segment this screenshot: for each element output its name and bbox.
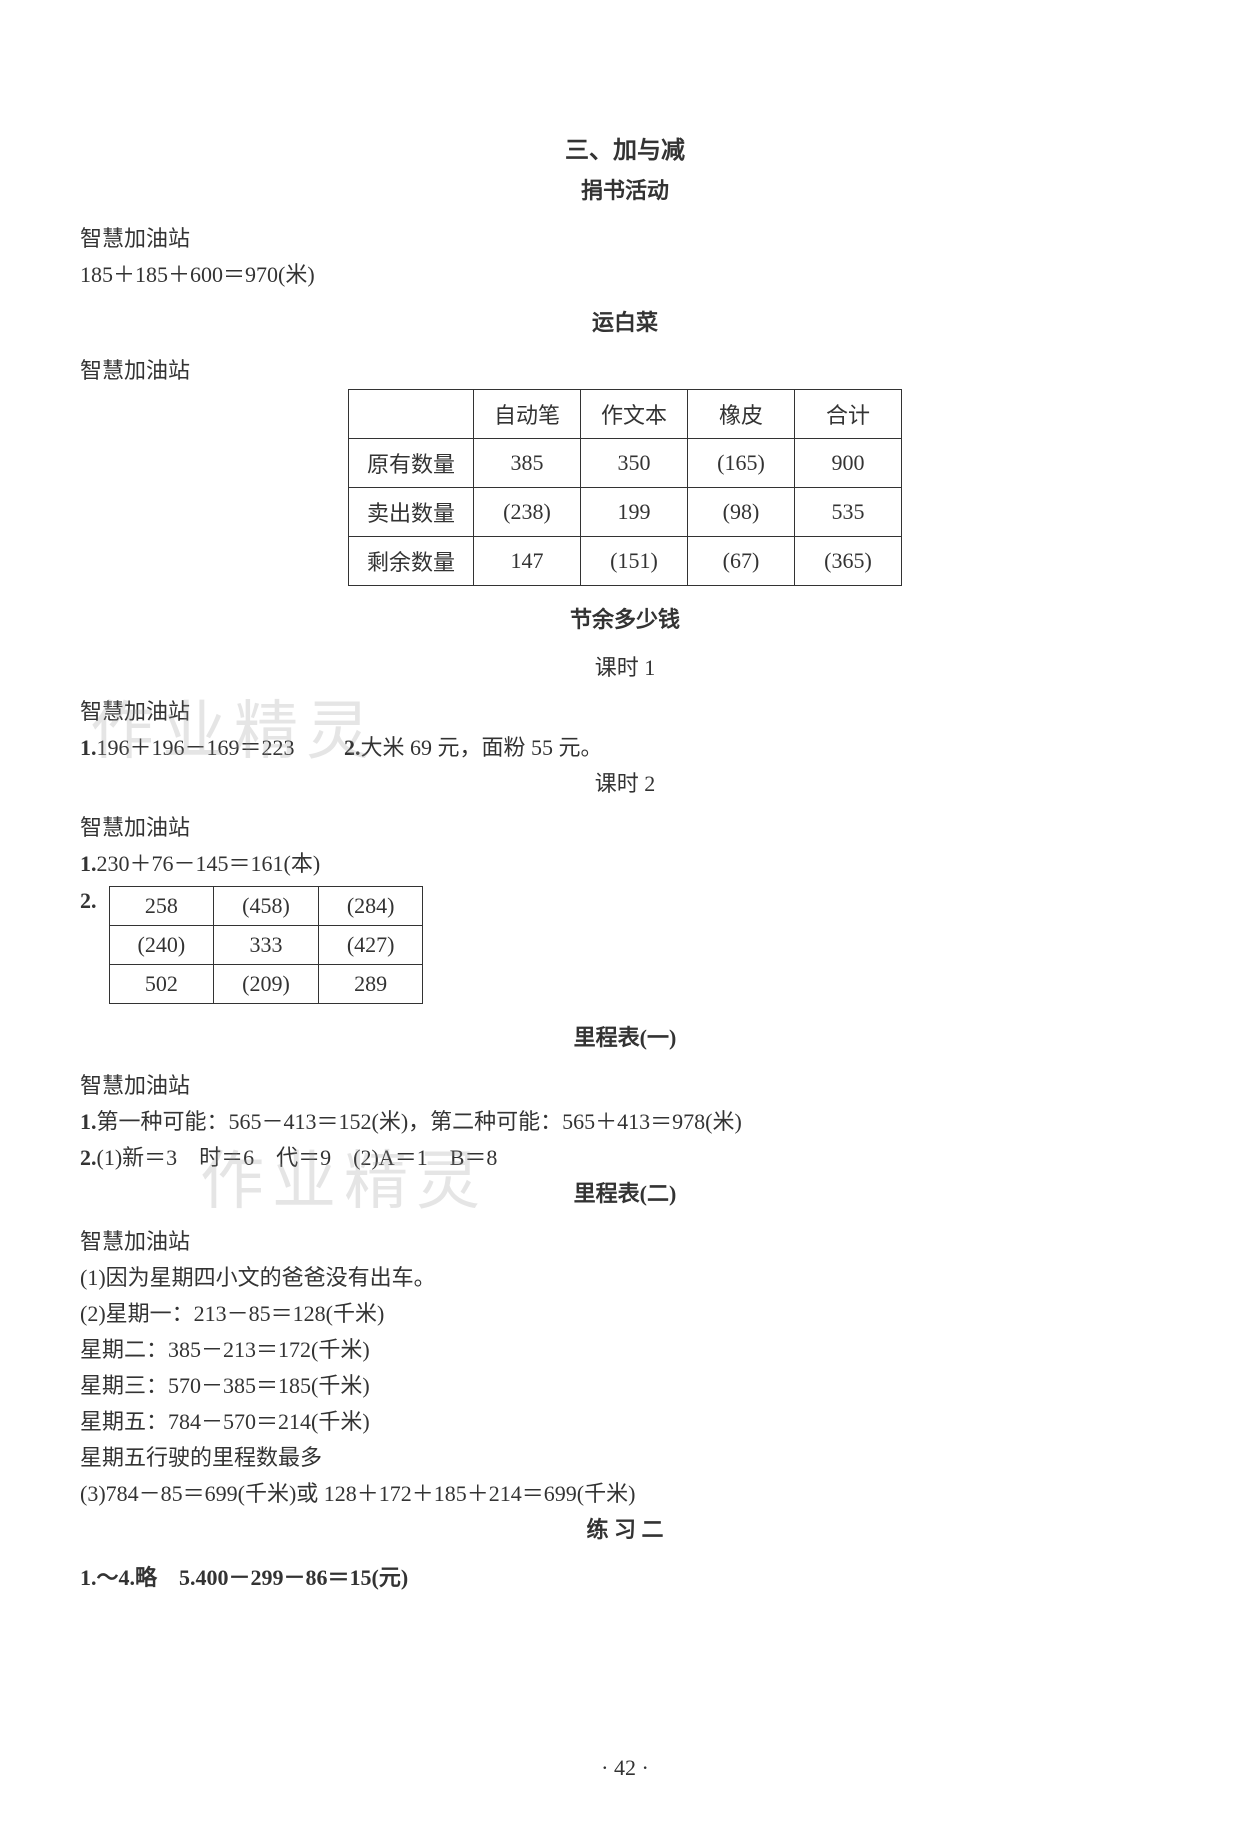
section2-label: 智慧加油站: [80, 353, 1170, 385]
table-row: 原有数量 385 350 (165) 900: [348, 439, 901, 488]
section1-title: 捐书活动: [80, 173, 1170, 205]
section3-title: 节余多少钱: [80, 602, 1170, 634]
section6-title: 练 习 二: [80, 1512, 1170, 1544]
section5-line-2: 星期二：385－213＝172(千米): [80, 1332, 1170, 1364]
q1-text: 196＋196－169＝223: [97, 735, 295, 760]
class1-subtitle: 课时 1: [80, 650, 1170, 682]
class2-q1: 1.230＋76－145＝161(本): [80, 846, 1170, 878]
table-row: 卖出数量 (238) 199 (98) 535: [348, 488, 901, 537]
table-cell: 合计: [795, 390, 902, 439]
q2-label: 2.: [344, 735, 361, 760]
q1-text: 第一种可能：565－413＝152(米)，第二种可能：565＋413＝978(米…: [97, 1109, 742, 1134]
page-number: · 42 ·: [0, 1755, 1250, 1781]
table-cell: 258: [109, 887, 214, 926]
table-cell: 350: [581, 439, 688, 488]
table-cell: (240): [109, 926, 214, 965]
table-cell: 147: [474, 537, 581, 586]
table-cell: (365): [795, 537, 902, 586]
q1-label: 1.: [80, 735, 97, 760]
section4-q2: 2.(1)新＝3 时＝6 代＝9 (2)A＝1 B＝8: [80, 1140, 1170, 1172]
section5-line-5: 星期五行驶的里程数最多: [80, 1440, 1170, 1472]
table-cell: 199: [581, 488, 688, 537]
table-cell: 作文本: [581, 390, 688, 439]
table-cell: (238): [474, 488, 581, 537]
page-container: 三、加与减 捐书活动 智慧加油站 185＋185＋600＝970(米) 运白菜 …: [0, 0, 1250, 1821]
q1-text: 230＋76－145＝161(本): [97, 851, 321, 876]
q1-label: 1.: [80, 851, 97, 876]
table-row: 剩余数量 147 (151) (67) (365): [348, 537, 901, 586]
chapter-title: 三、加与减: [80, 130, 1170, 165]
table-row: 502 (209) 289: [109, 965, 423, 1004]
section4-title: 里程表(一): [80, 1020, 1170, 1052]
table-cell: 502: [109, 965, 214, 1004]
table-row: (240) 333 (427): [109, 926, 423, 965]
table-cell: (458): [214, 887, 319, 926]
class1-label: 智慧加油站: [80, 694, 1170, 726]
table-cell: (209): [214, 965, 319, 1004]
class2-q2-row: 2. 258 (458) (284) (240) 333 (427) 502 (…: [80, 882, 1170, 1020]
table-cell: (165): [688, 439, 795, 488]
table-cell: 900: [795, 439, 902, 488]
section5-line-4: 星期五：784－570＝214(千米): [80, 1404, 1170, 1436]
table-cell: 自动笔: [474, 390, 581, 439]
table-cell: 289: [318, 965, 423, 1004]
section5-line-0: (1)因为星期四小文的爸爸没有出车。: [80, 1260, 1170, 1292]
table-cell: 535: [795, 488, 902, 537]
table-cell: 剩余数量: [348, 537, 473, 586]
section6-text: 1.～4.略 5.400－299－86＝15(元): [80, 1565, 408, 1590]
class2-subtitle: 课时 2: [80, 766, 1170, 798]
section4-q1: 1.第一种可能：565－413＝152(米)，第二种可能：565＋413＝978…: [80, 1104, 1170, 1136]
section5-line-3: 星期三：570－385＝185(千米): [80, 1368, 1170, 1400]
section2-table: 自动笔 作文本 橡皮 合计 原有数量 385 350 (165) 900 卖出数…: [348, 389, 902, 586]
table-cell: 385: [474, 439, 581, 488]
class1-answers: 1.196＋196－169＝223 2.大米 69 元，面粉 55 元。: [80, 730, 1170, 762]
section5-line-6: (3)784－85＝699(千米)或 128＋172＋185＋214＝699(千…: [80, 1476, 1170, 1508]
class2-table: 258 (458) (284) (240) 333 (427) 502 (209…: [109, 886, 424, 1004]
q2-text: 大米 69 元，面粉 55 元。: [361, 735, 603, 760]
section1-equation: 185＋185＋600＝970(米): [80, 257, 1170, 289]
section4-label: 智慧加油站: [80, 1068, 1170, 1100]
q2-text: (1)新＝3 时＝6 代＝9 (2)A＝1 B＝8: [97, 1145, 498, 1170]
section5-title: 里程表(二): [80, 1176, 1170, 1208]
class2-label: 智慧加油站: [80, 810, 1170, 842]
section5-line-1: (2)星期一：213－85＝128(千米): [80, 1296, 1170, 1328]
q2-label: 2.: [80, 882, 97, 914]
table-cell: 橡皮: [688, 390, 795, 439]
section1-label: 智慧加油站: [80, 221, 1170, 253]
section2-title: 运白菜: [80, 305, 1170, 337]
table-cell: (427): [318, 926, 423, 965]
table-cell: 卖出数量: [348, 488, 473, 537]
q2-label: 2.: [80, 1145, 97, 1170]
table-cell: (284): [318, 887, 423, 926]
table-row: 自动笔 作文本 橡皮 合计: [348, 390, 901, 439]
section5-label: 智慧加油站: [80, 1224, 1170, 1256]
table-row: 258 (458) (284): [109, 887, 423, 926]
table-cell: 原有数量: [348, 439, 473, 488]
table-cell: (98): [688, 488, 795, 537]
section6-line: 1.～4.略 5.400－299－86＝15(元): [80, 1560, 1170, 1592]
table-cell: [348, 390, 473, 439]
q1-label: 1.: [80, 1109, 97, 1134]
table-cell: 333: [214, 926, 319, 965]
table-cell: (67): [688, 537, 795, 586]
table-cell: (151): [581, 537, 688, 586]
